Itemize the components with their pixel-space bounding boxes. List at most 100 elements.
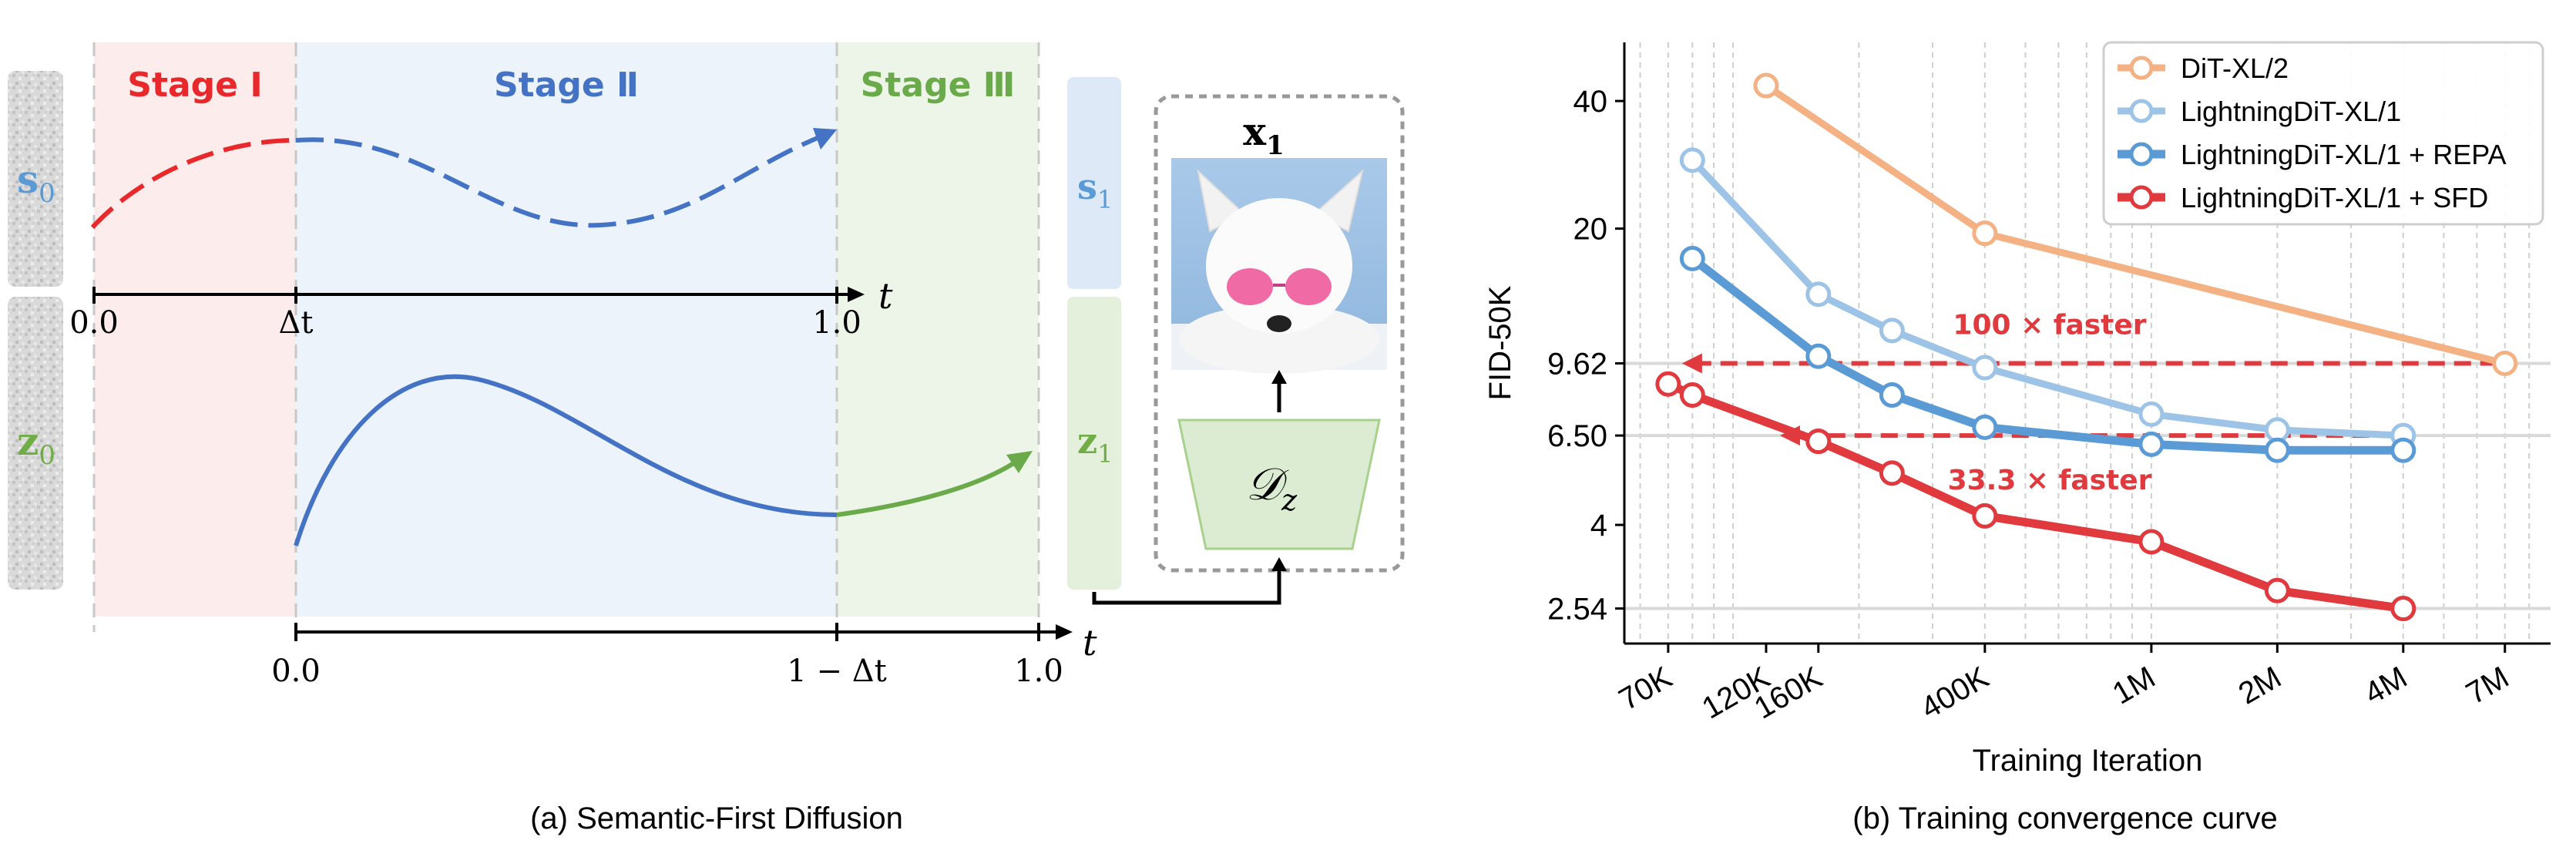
top-axis-tick-1: 1.0 [812, 305, 861, 341]
panel-a-diagram: Stage Ⅰ Stage Ⅱ Stage Ⅲ s0 z0 0.0 Δt 1.0… [8, 42, 1405, 835]
z1-to-decoder-connector [1092, 566, 1281, 605]
legend-label-2: LightningDiT-XL/1 + REPA [2181, 139, 2507, 170]
y-tick-label-1: 4 [1590, 509, 1607, 543]
stage-2-background [296, 42, 837, 617]
z-trajectory-stage3 [836, 459, 1019, 517]
x-tick-label-7: 7M [2460, 660, 2514, 711]
legend-label-3: LightningDiT-XL/1 + SFD [2181, 182, 2488, 213]
series-1-point-5 [2264, 417, 2290, 443]
z1-block [1067, 297, 1121, 590]
bottom-axis-arrowhead [1056, 624, 1073, 640]
decoder-label: 𝒟z [1246, 458, 1298, 517]
s1-block [1067, 77, 1121, 289]
legend-marker-3 [2129, 185, 2154, 210]
series-3-point-5 [1972, 502, 1998, 529]
y-axis-label: FID-50K [1483, 285, 1517, 400]
stage-1-background [94, 42, 296, 617]
legend-marker-2 [2129, 142, 2154, 166]
series-1-point-2 [1879, 318, 1905, 344]
z-trajectory-stage2 [294, 374, 838, 546]
x-tick-label-0: 70K [1614, 660, 1678, 718]
series-1-point-4 [2138, 401, 2165, 427]
z0-label: z0 [17, 418, 55, 471]
z1-to-decoder-arrowhead [1271, 557, 1287, 571]
chart-series [1655, 72, 2518, 622]
top-axis-tick-0: 0.0 [69, 305, 119, 341]
series-2-point-3 [1972, 414, 1998, 440]
series-2-point-1 [1805, 343, 1832, 369]
y-tick-label-4: 20 [1573, 213, 1608, 247]
legend-label-0: DiT-XL/2 [2181, 52, 2289, 84]
decoder-box [1154, 94, 1405, 573]
x1-label: x1 [1243, 109, 1284, 161]
s-trajectory-stage2 [295, 133, 825, 228]
series-3-point-4 [1879, 460, 1905, 486]
top-axis-arrowhead [848, 287, 865, 302]
top-axis-tick-dt: Δt [279, 305, 314, 341]
series-2-point-0 [1679, 245, 1705, 271]
series-1-point-1 [1805, 281, 1832, 308]
stage-1-title: Stage Ⅰ [127, 66, 262, 105]
y-tick-label-5: 40 [1573, 85, 1608, 119]
series-3-point-1 [1679, 382, 1705, 408]
s0-label: s0 [17, 156, 55, 209]
x-tick-label-3: 400K [1915, 660, 1994, 726]
series-2-point-6 [2390, 437, 2416, 463]
legend-marker-1 [2129, 99, 2154, 123]
chart-legend: DiT-XL/2 LightningDiT-XL/1 LightningDiT-XL… [2102, 41, 2544, 226]
panel-b-caption: (b) Training convergence curve [1852, 802, 2277, 835]
series-line-3 [1664, 379, 2408, 613]
bottom-axis-var: t [1083, 622, 1097, 664]
top-axis-var: t [878, 275, 893, 317]
x-axis-label: Training Iteration [1973, 744, 2203, 778]
stage-separators [92, 42, 1040, 632]
speedup-arrowhead-0 [1681, 353, 1702, 374]
series-3-point-7 [2264, 577, 2290, 603]
y-tick-label-2: 6.50 [1547, 419, 1607, 453]
s0-noise-patch [8, 71, 63, 287]
panel-a-caption: (a) Semantic-First Diffusion [530, 802, 903, 835]
z1-label: z1 [1077, 420, 1113, 469]
speedup-label-1: 33.3 × faster [1948, 465, 2152, 496]
chart-annotations: 100 × faster 33.3 × faster [1681, 309, 2497, 496]
stage-3-title: Stage Ⅲ [861, 66, 1016, 105]
stage-2-title: Stage Ⅱ [494, 66, 639, 105]
bottom-axis-tick-1mdt: 1 − Δt [787, 654, 886, 689]
series-0-point-0 [1753, 72, 1779, 99]
top-axis-ticks [92, 287, 838, 304]
z0-noise-patch [8, 297, 63, 590]
s-trajectory-arrowhead [813, 128, 837, 150]
legend-marker-0 [2129, 55, 2154, 80]
x-tick-label-5: 2M [2233, 660, 2287, 711]
series-3-point-3 [1805, 429, 1832, 455]
series-0-point-2 [2492, 350, 2518, 376]
series-2-point-4 [2138, 431, 2165, 457]
x-tick-label-4: 1M [2107, 660, 2161, 711]
legend-box [2102, 41, 2544, 226]
s1-label: s1 [1077, 166, 1113, 214]
bottom-axis-tick-0: 0.0 [271, 654, 321, 689]
decoder-to-image-arrowhead [1271, 370, 1287, 384]
bottom-axis-ticks [294, 623, 1040, 641]
x-tick-label-6: 4M [2359, 660, 2413, 711]
legend-label-1: LightningDiT-XL/1 [2181, 96, 2401, 127]
series-line-2 [1688, 254, 2408, 455]
series-0-point-1 [1972, 220, 1998, 247]
series-1-point-0 [1679, 147, 1705, 173]
speedup-label-0: 100 × faster [1953, 309, 2146, 341]
stage-3-background [837, 42, 1039, 617]
series-3-point-8 [2390, 596, 2416, 622]
series-2-point-2 [1879, 382, 1905, 408]
series-3-point-0 [1655, 371, 1681, 397]
y-tick-label-3: 9.62 [1547, 347, 1607, 381]
y-tick-label-0: 2.54 [1547, 593, 1607, 627]
series-1-point-3 [1972, 355, 1998, 381]
series-3-point-6 [2138, 529, 2165, 555]
generated-dog-image [1171, 158, 1387, 374]
series-2-point-5 [2264, 437, 2290, 463]
z-trajectory-arrowhead [1006, 451, 1033, 473]
decoder-trapezoid [1177, 418, 1381, 550]
bottom-axis-tick-1: 1.0 [1014, 654, 1063, 689]
